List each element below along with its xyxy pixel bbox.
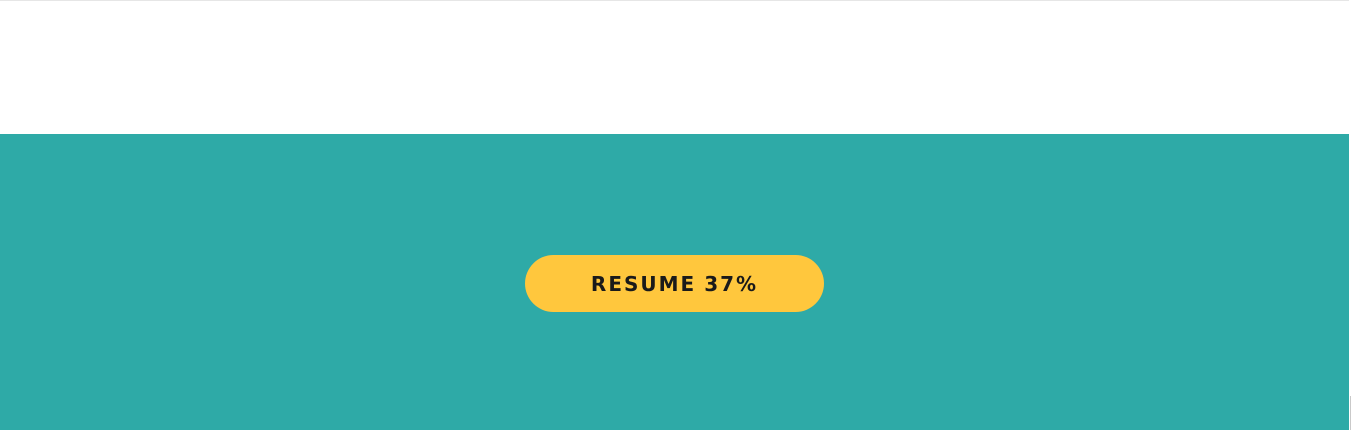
resume-progress-percent: 37%	[704, 271, 759, 296]
resume-section: RESUME 37%	[0, 134, 1349, 430]
resume-button[interactable]: RESUME 37%	[525, 255, 824, 312]
resume-button-label: RESUME	[590, 271, 697, 296]
vertical-scrollbar[interactable]	[1349, 0, 1352, 430]
top-content-area	[0, 0, 1349, 134]
scrollbar-edge	[1350, 396, 1351, 430]
